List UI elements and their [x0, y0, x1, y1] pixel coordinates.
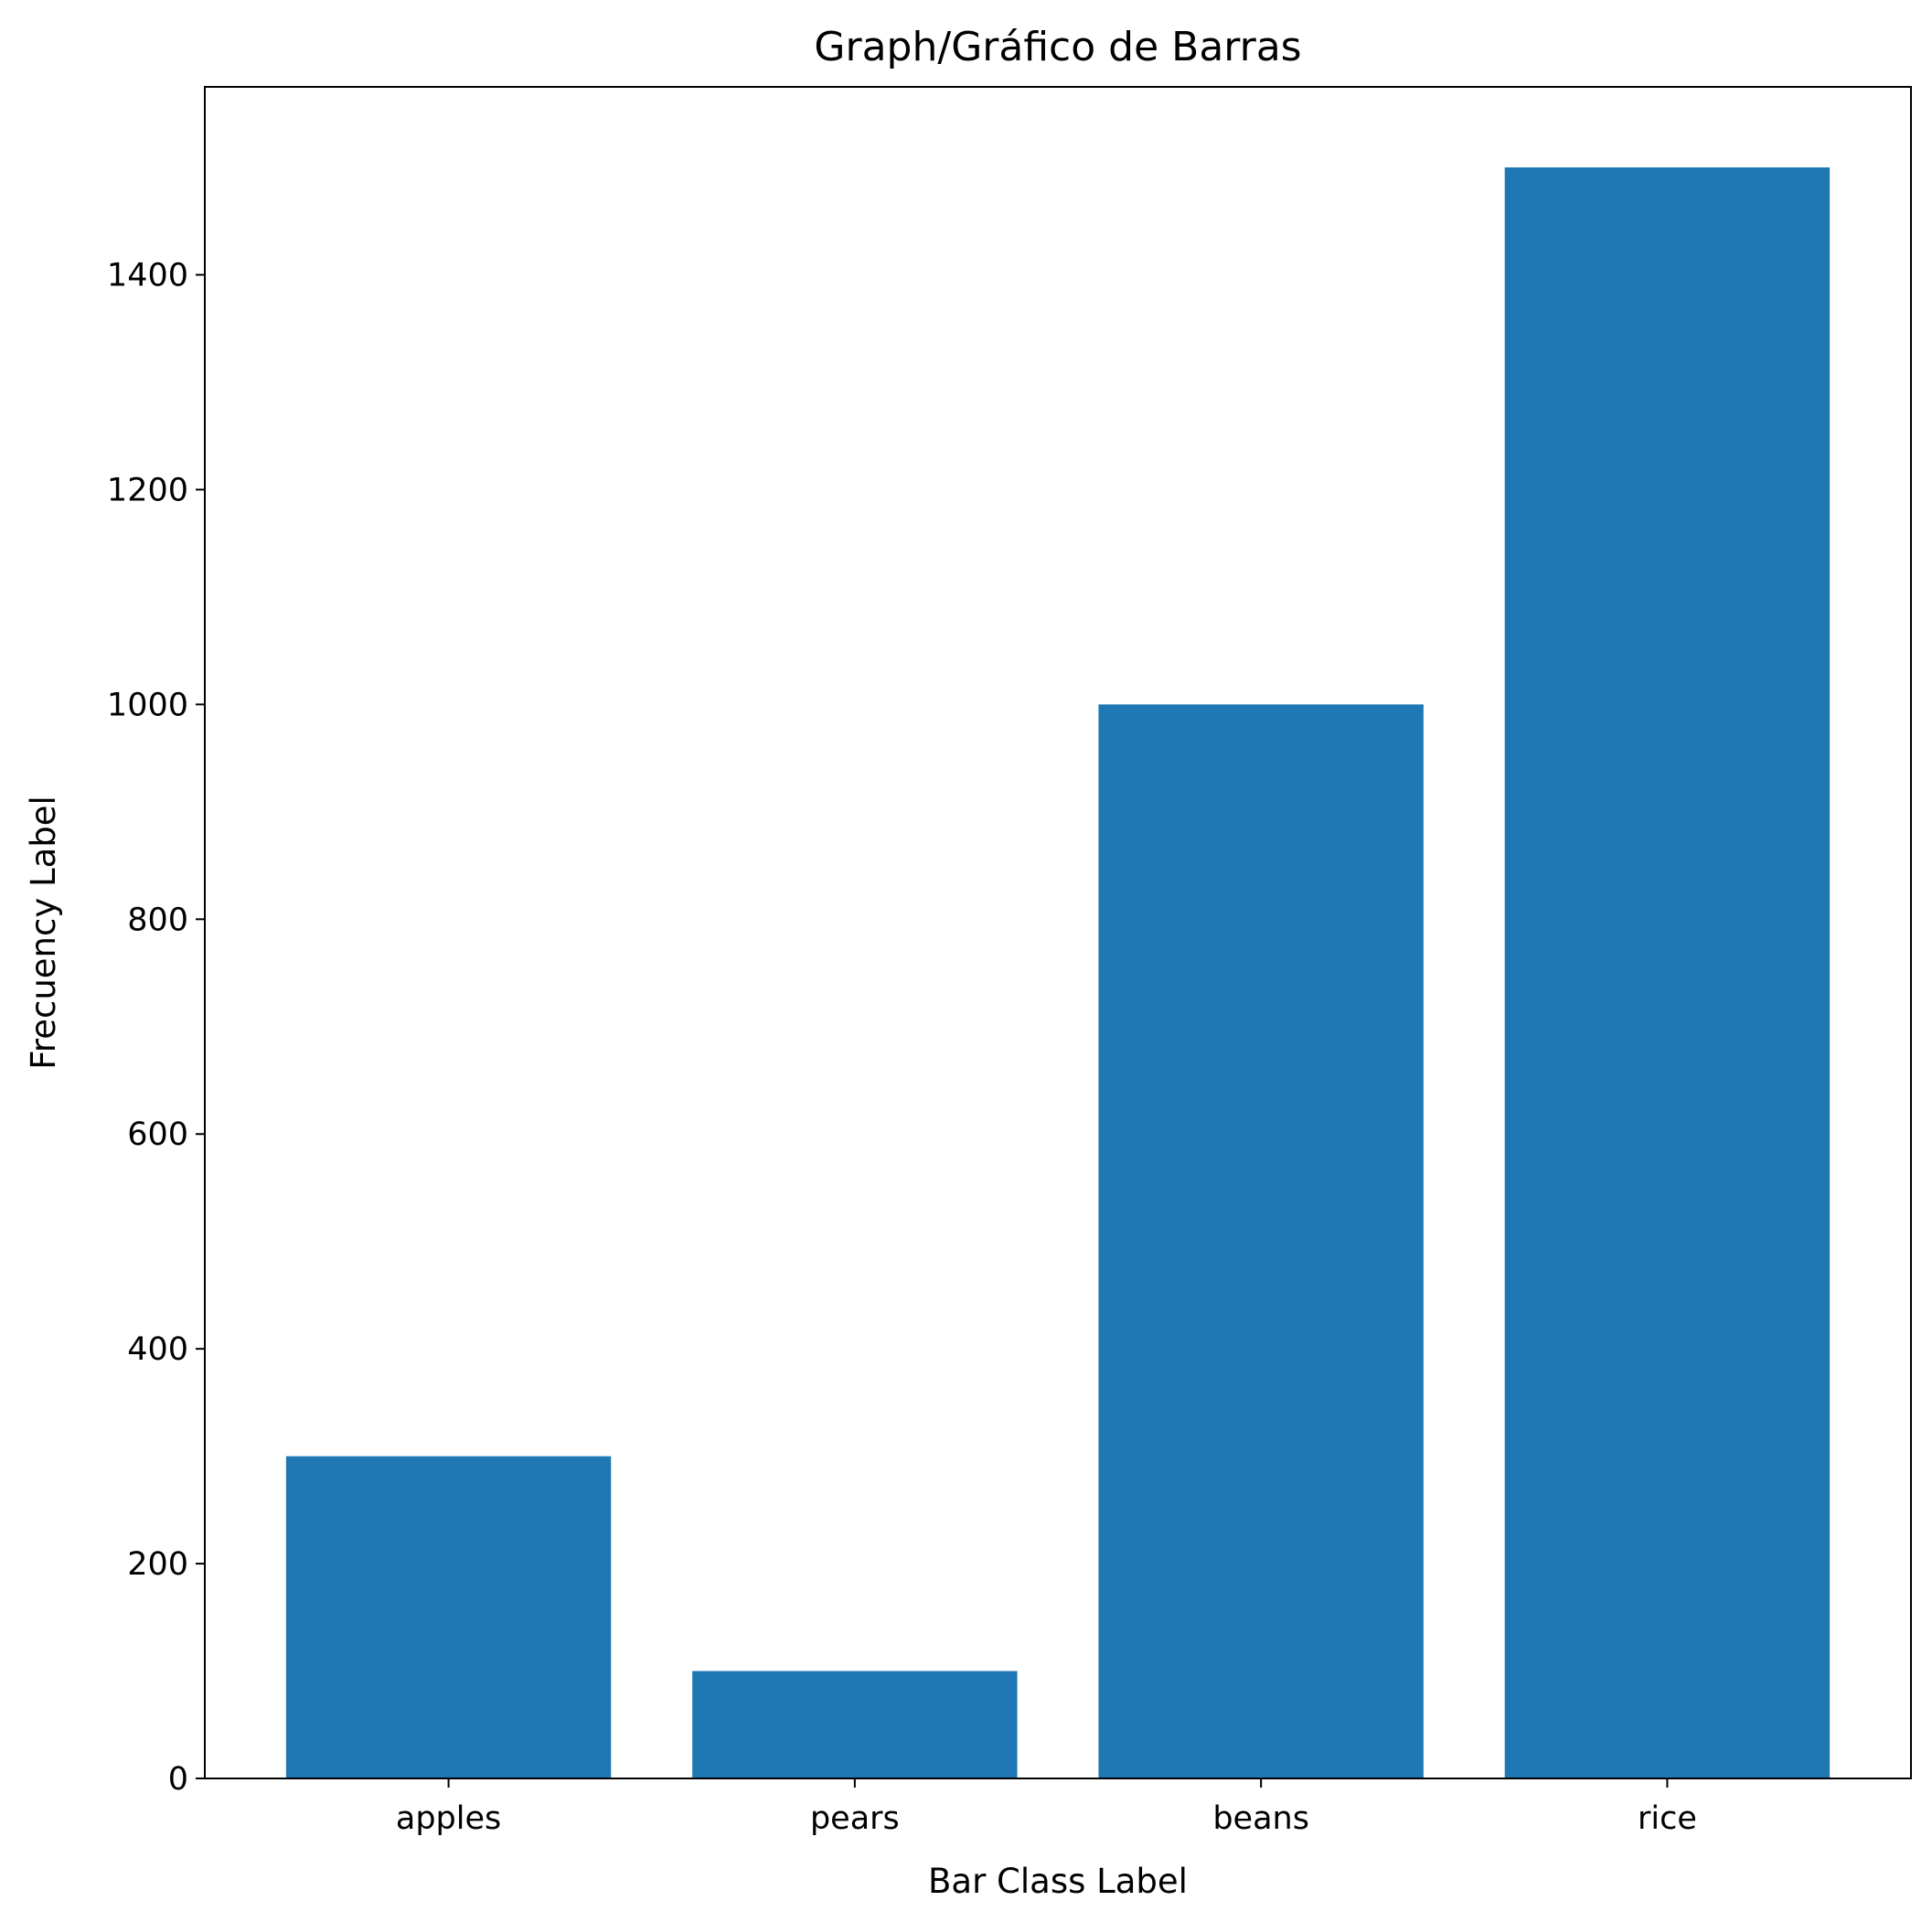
y-tick-label: 400	[127, 1331, 188, 1368]
x-axis: apples pears beans rice	[396, 1778, 1697, 1837]
bar-pears	[692, 1671, 1018, 1778]
y-tick-label: 800	[127, 902, 188, 938]
bar-apples	[285, 1456, 612, 1778]
y-tick-label: 0	[168, 1761, 188, 1798]
y-tick-label: 1400	[107, 258, 188, 294]
x-tick-label-apples: apples	[396, 1800, 501, 1837]
y-axis-label: Frecuency Label	[24, 795, 63, 1070]
bar-beans	[1098, 704, 1424, 1778]
x-tick-label-beans: beans	[1212, 1800, 1309, 1837]
x-axis-label: Bar Class Label	[928, 1862, 1188, 1901]
plot-frame	[204, 86, 1912, 1779]
bar-rice	[1504, 167, 1831, 1779]
x-tick-label-pears: pears	[810, 1800, 900, 1837]
x-tick-label-rice: rice	[1638, 1800, 1697, 1837]
y-axis: 0 200 400 600 800 1000 1200 1400	[107, 258, 205, 1798]
y-tick-label: 1200	[107, 472, 188, 508]
bars-group	[285, 167, 1831, 1779]
y-tick-label: 1000	[107, 687, 188, 723]
y-tick-label: 200	[127, 1546, 188, 1583]
y-tick-label: 600	[127, 1116, 188, 1153]
chart-title: Graph/Gráfico de Barras	[814, 24, 1301, 70]
